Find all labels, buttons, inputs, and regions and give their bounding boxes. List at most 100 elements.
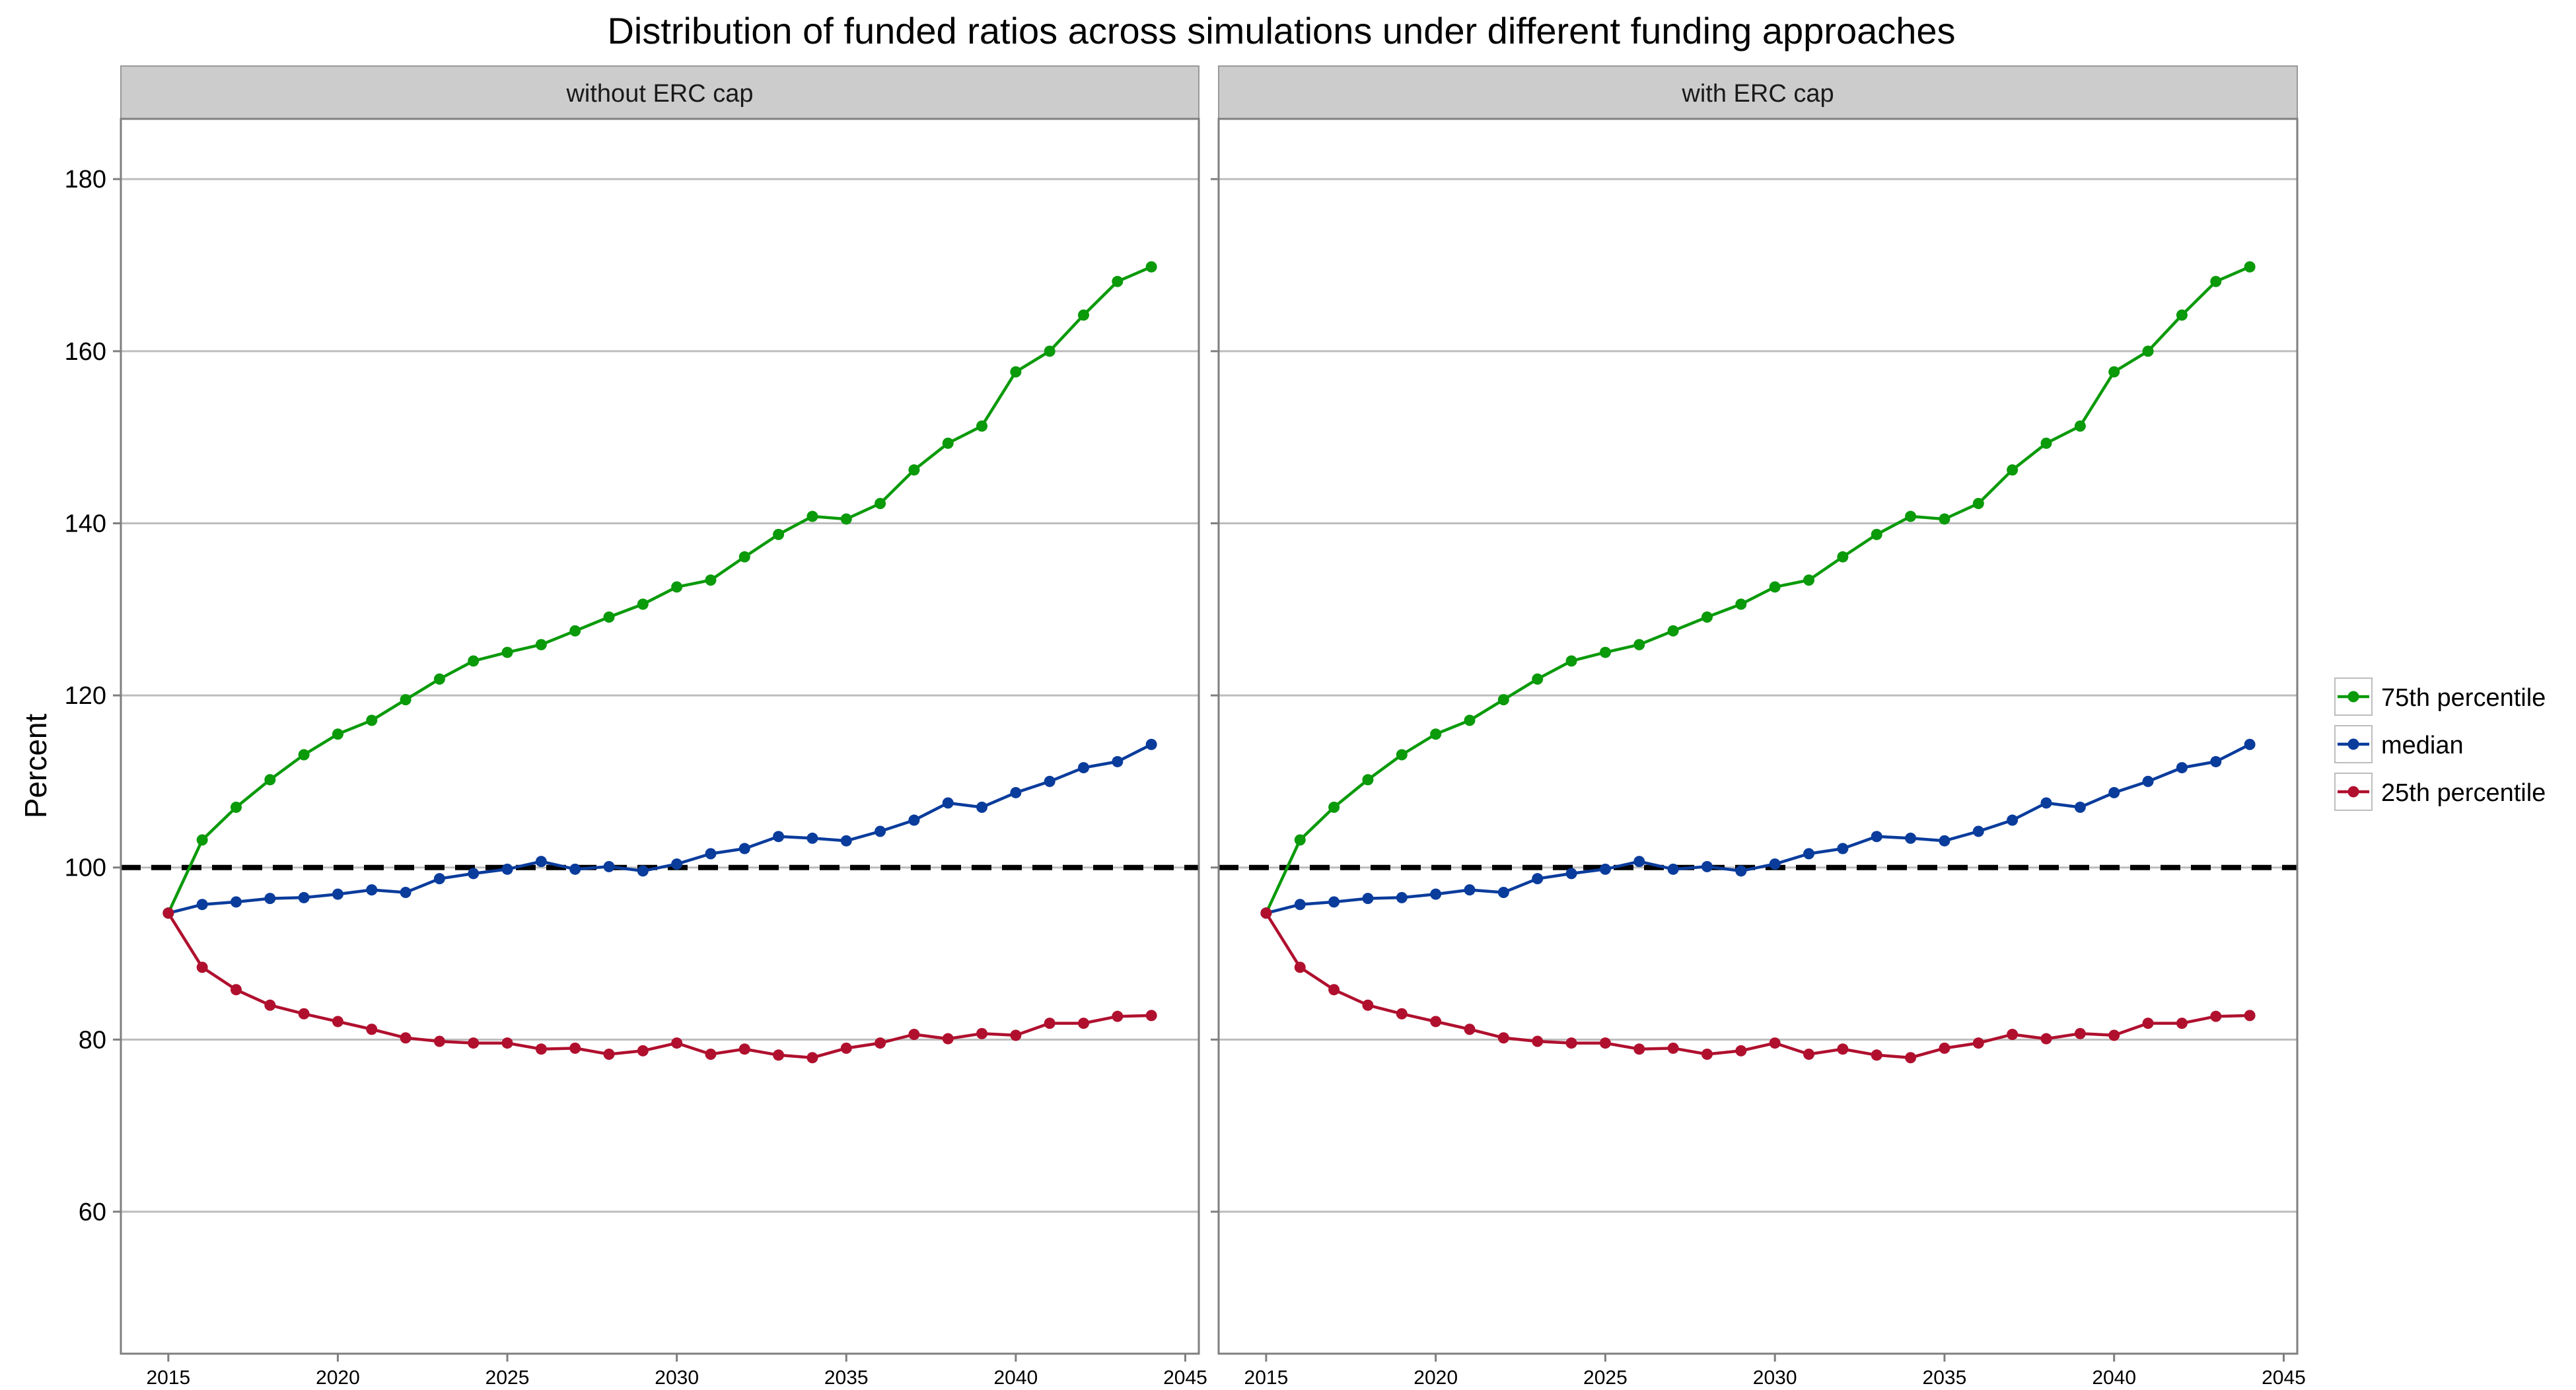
data-point (1769, 858, 1781, 870)
data-point (705, 1049, 717, 1060)
x-tick-label: 2040 (2092, 1367, 2136, 1387)
data-point (468, 655, 480, 667)
x-tick-label: 2035 (1923, 1367, 1967, 1387)
data-point (196, 899, 208, 911)
panel-strip-label: without ERC cap (565, 80, 753, 108)
data-point (1769, 1037, 1781, 1049)
data-point (1905, 832, 1917, 844)
data-point (569, 863, 581, 875)
x-tick-label: 2030 (1753, 1367, 1797, 1387)
data-point (2074, 802, 2086, 814)
data-point (2074, 1027, 2086, 1039)
data-point (2210, 275, 2222, 287)
data-point (501, 1037, 513, 1049)
data-point (1905, 510, 1917, 522)
data-point (298, 1008, 310, 1020)
data-point (1430, 1016, 1442, 1027)
data-point (1044, 1018, 1055, 1029)
data-point (1430, 728, 1442, 740)
data-point (603, 860, 615, 872)
series-line (1266, 743, 2251, 915)
data-point (2040, 437, 2052, 449)
data-point (1837, 1043, 1849, 1055)
data-point (875, 498, 886, 510)
data-point (603, 1049, 615, 1060)
data-point (535, 856, 547, 868)
data-point (1078, 1018, 1090, 1029)
data-point (366, 1024, 378, 1035)
series-75th-percentile (1260, 261, 2256, 919)
data-point (1328, 896, 1340, 908)
data-point (196, 834, 208, 846)
data-point (1464, 714, 1476, 726)
data-point (2108, 366, 2120, 378)
data-point (2142, 345, 2154, 357)
legend-item: 25th percentile (2334, 773, 2546, 811)
data-point (738, 551, 750, 563)
data-point (1112, 755, 1124, 767)
data-point (1532, 873, 1544, 885)
legend-item: median (2334, 725, 2464, 763)
data-point (1294, 961, 1306, 973)
legend: 75th percentile median 25th percentile (2334, 678, 2546, 811)
data-point (1701, 860, 1713, 872)
data-point (1837, 551, 1849, 563)
data-point (468, 1037, 480, 1049)
data-point (1735, 1045, 1747, 1057)
legend-label: 25th percentile (2381, 779, 2546, 807)
data-point (1599, 1037, 1611, 1049)
series-25th-percentile (1260, 907, 2256, 1064)
data-point (1497, 694, 1509, 706)
legend-label: 75th percentile (2381, 684, 2546, 712)
data-point (942, 1033, 954, 1045)
data-point (942, 797, 954, 809)
panels-layer: without ERC cap 2015 2020 2025 2030 2035 2040 2… (65, 65, 2306, 1389)
data-point (298, 891, 310, 903)
data-point (1701, 1049, 1713, 1060)
x-tick-label: 2045 (2262, 1367, 2306, 1387)
data-point (908, 814, 920, 826)
x-tick-label: 2025 (485, 1367, 530, 1387)
panel-strip (1218, 65, 2298, 120)
data-point (806, 832, 818, 844)
data-point (2244, 261, 2256, 273)
plot-background (1219, 119, 2297, 1354)
x-tick-label: 2040 (993, 1367, 1038, 1387)
data-point (976, 420, 988, 432)
data-point (1362, 774, 1374, 786)
data-point (1972, 1037, 1984, 1049)
panel-border (120, 118, 1200, 1355)
data-point (671, 1037, 683, 1049)
data-point (1362, 893, 1374, 905)
data-point (875, 825, 886, 837)
data-point (400, 694, 411, 706)
y-tick-label: 120 (65, 682, 106, 710)
data-point (671, 858, 683, 870)
data-point (2244, 1010, 2256, 1022)
data-point (1667, 863, 1679, 875)
data-point (1735, 865, 1747, 877)
data-point (976, 1027, 988, 1039)
data-point (264, 893, 276, 905)
data-point (773, 528, 785, 540)
data-point (1145, 1010, 1157, 1022)
data-point (2040, 797, 2052, 809)
series-median (162, 738, 1157, 919)
data-point (637, 1045, 649, 1057)
data-point (1010, 1029, 1022, 1041)
data-point (1871, 831, 1882, 843)
data-point (671, 581, 683, 593)
data-point (1871, 1049, 1882, 1061)
data-point (875, 1037, 886, 1049)
data-point (400, 1032, 411, 1044)
data-point (637, 598, 649, 610)
data-point (1905, 1052, 1917, 1064)
data-point (908, 464, 920, 476)
data-point (1633, 1043, 1645, 1055)
series-line (166, 265, 1153, 914)
data-point (2176, 762, 2188, 774)
data-point (1396, 891, 1408, 903)
data-point (1667, 625, 1679, 637)
data-point (738, 843, 750, 854)
legend-label: median (2381, 732, 2464, 759)
